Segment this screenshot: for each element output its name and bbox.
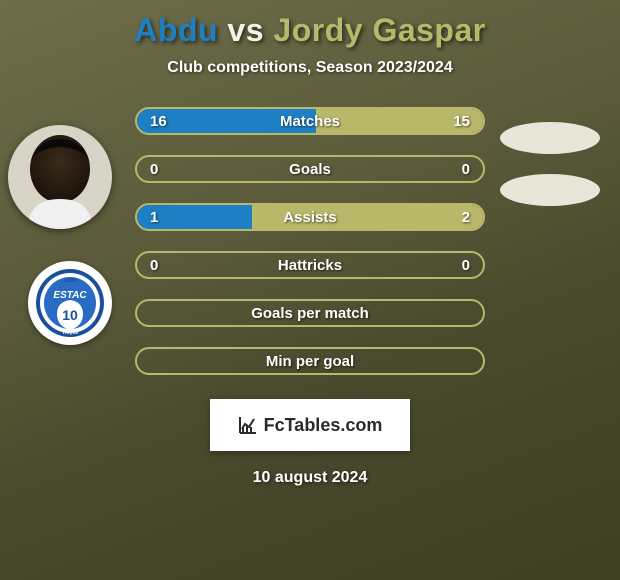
stat-value-left: 1 [150, 209, 158, 226]
branding-box: FcTables.com [210, 399, 410, 451]
stat-bar: Matches [135, 107, 485, 135]
vs-text: vs [227, 12, 264, 48]
stat-value-right: 0 [462, 257, 470, 274]
stat-label: Matches [280, 113, 340, 130]
stat-bar: Goals per match [135, 299, 485, 327]
stat-value-left: 16 [150, 113, 167, 130]
stat-row: Goals per match [0, 299, 620, 327]
chart-icon [238, 415, 258, 435]
stat-row: 16 15 Matches [0, 107, 620, 135]
stat-value-left: 0 [150, 161, 158, 178]
stat-value-right: 2 [462, 209, 470, 226]
stat-label: Hattricks [278, 257, 342, 274]
stat-row: 0 0 Hattricks [0, 251, 620, 279]
stat-bar: Min per goal [135, 347, 485, 375]
stat-bar: Hattricks [135, 251, 485, 279]
stat-bar: Goals [135, 155, 485, 183]
stat-row: 1 2 Assists [0, 203, 620, 231]
branding-text: FcTables.com [264, 415, 383, 436]
player1-name: Abdu [134, 12, 218, 48]
stat-label: Assists [283, 209, 336, 226]
page-title: Abdu vs Jordy Gaspar [134, 12, 485, 49]
stat-value-right: 15 [453, 113, 470, 130]
stat-row: Min per goal [0, 347, 620, 375]
stat-rows: 16 15 Matches 0 0 Goals 1 2 Assists 0 0 Hattricks Go… [0, 107, 620, 375]
stat-row: 0 0 Goals [0, 155, 620, 183]
stat-label: Min per goal [266, 353, 354, 370]
date-text: 10 august 2024 [253, 469, 368, 487]
comparison-card: Abdu vs Jordy Gaspar Club competitions, … [0, 0, 620, 580]
stat-value-left: 0 [150, 257, 158, 274]
stat-value-right: 0 [462, 161, 470, 178]
stat-bar: Assists [135, 203, 485, 231]
stat-label: Goals [289, 161, 331, 178]
subtitle: Club competitions, Season 2023/2024 [167, 59, 452, 77]
player2-name: Jordy Gaspar [273, 12, 485, 48]
stat-label: Goals per match [251, 305, 369, 322]
